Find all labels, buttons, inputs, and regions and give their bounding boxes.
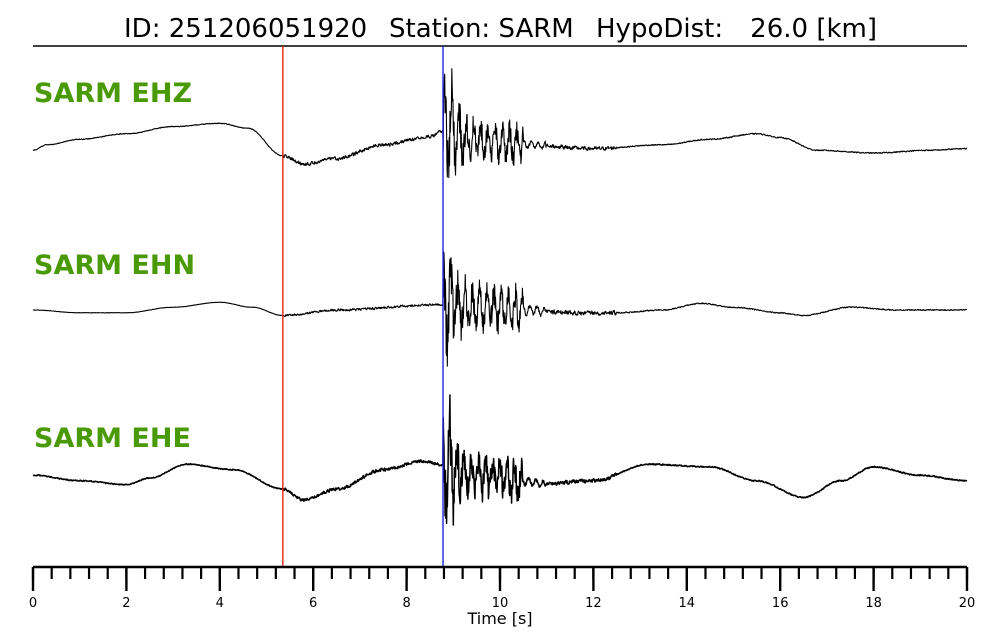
title-hypodist-value: 26.0 [km] (750, 14, 877, 44)
trace-sarm-ehn (32, 250, 968, 367)
x-tick-label: 2 (122, 596, 130, 611)
x-tick-label: 10 (492, 596, 509, 611)
trace-sarm-ehe (32, 394, 968, 526)
trace-sarm-ehz (32, 68, 968, 179)
waveform-traces (32, 68, 968, 526)
x-axis-label: Time [s] (466, 609, 532, 628)
x-tick-label: 20 (959, 596, 976, 611)
x-tick-label: 14 (679, 596, 696, 611)
title-id: ID: 251206051920 (124, 14, 367, 44)
phase-picks (282, 46, 444, 567)
title-station: Station: SARM (389, 14, 574, 44)
x-tick-label: 8 (402, 596, 410, 611)
x-tick-label: 12 (585, 596, 602, 611)
trace-labels: SARM EHZ SARM EHN SARM EHE (34, 78, 195, 454)
x-tick-label: 6 (309, 596, 317, 611)
x-tick-label: 0 (29, 596, 37, 611)
x-tick-label: 16 (772, 596, 789, 611)
x-tick-label: 18 (865, 596, 882, 611)
trace-label-sarm-ehe: SARM EHE (34, 423, 191, 454)
x-axis: 0 2 4 6 8 10 12 14 16 18 20 (29, 565, 976, 611)
x-tick-label: 4 (216, 596, 224, 611)
trace-label-sarm-ehz: SARM EHZ (34, 78, 192, 109)
trace-label-sarm-ehn: SARM EHN (34, 250, 195, 281)
title-hypodist-label: HypoDist: (596, 14, 723, 44)
